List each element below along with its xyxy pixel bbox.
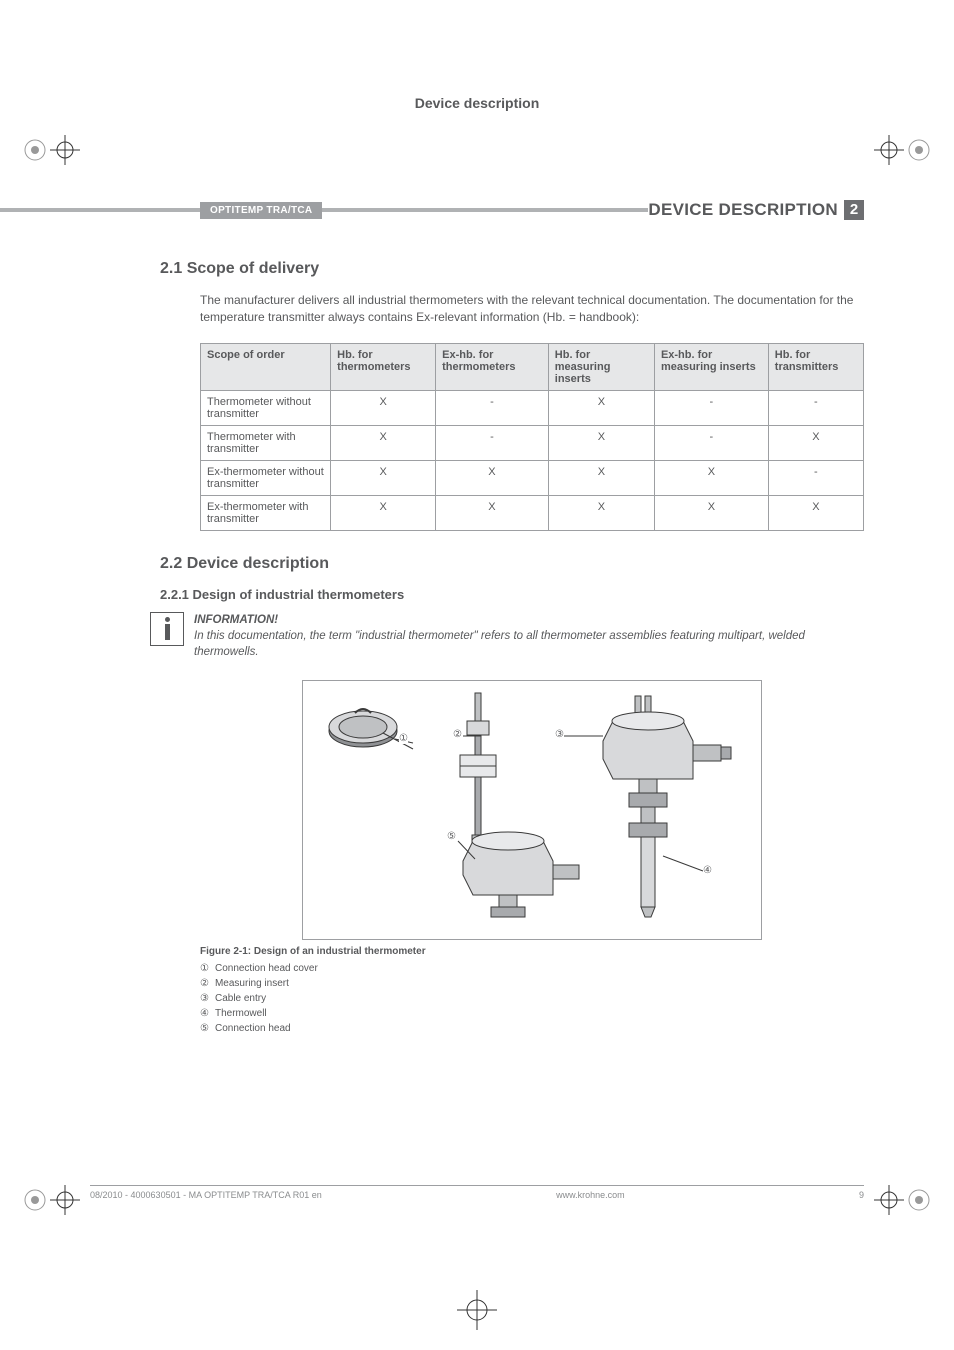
cell: X xyxy=(654,495,768,530)
col-header: Scope of order xyxy=(201,343,331,390)
legend-text: Cable entry xyxy=(215,991,266,1006)
cell: X xyxy=(331,425,436,460)
heading-2-2-1: 2.2.1 Design of industrial thermometers xyxy=(160,587,864,602)
figure-caption: Figure 2-1: Design of an industrial ther… xyxy=(200,946,864,957)
row-label: Thermometer without transmitter xyxy=(201,390,331,425)
table-row: Ex-thermometer without transmitter X X X… xyxy=(201,460,864,495)
intro-text: The manufacturer delivers all industrial… xyxy=(200,292,864,327)
info-body: In this documentation, the term "industr… xyxy=(194,628,864,660)
info-block: INFORMATION! In this documentation, the … xyxy=(150,612,864,660)
cell: X xyxy=(548,390,654,425)
page-footer: 08/2010 - 4000630501 - MA OPTITEMP TRA/T… xyxy=(90,1185,864,1200)
figure-2-1: ① ② ③ ④ ⑤ xyxy=(302,680,762,940)
legend-text: Connection head xyxy=(215,1021,291,1036)
footer-left: 08/2010 - 4000630501 - MA OPTITEMP TRA/T… xyxy=(90,1190,322,1200)
chapter-number: 2 xyxy=(844,200,864,220)
cell: - xyxy=(436,390,549,425)
legend-text: Measuring insert xyxy=(215,976,289,991)
col-header: Hb. for measuring inserts xyxy=(548,343,654,390)
info-title: INFORMATION! xyxy=(194,612,864,628)
row-label: Thermometer with transmitter xyxy=(201,425,331,460)
cell: X xyxy=(768,495,863,530)
col-header: Hb. for transmitters xyxy=(768,343,863,390)
cell: X xyxy=(768,425,863,460)
cell: X xyxy=(548,460,654,495)
callout-4: ④ xyxy=(703,865,712,876)
footer-center: www.krohne.com xyxy=(556,1190,625,1200)
callout-2: ② xyxy=(453,729,462,740)
table-row: Thermometer without transmitter X - X - … xyxy=(201,390,864,425)
product-label: OPTITEMP TRA/TCA xyxy=(200,202,322,219)
legend-num: ③ xyxy=(200,991,209,1006)
legend-num: ① xyxy=(200,961,209,976)
legend-num: ④ xyxy=(200,1006,209,1021)
col-header: Ex-hb. for measuring inserts xyxy=(654,343,768,390)
heading-2-1: 2.1 Scope of delivery xyxy=(160,260,864,278)
cell: X xyxy=(548,425,654,460)
cell: X xyxy=(548,495,654,530)
footer-page-number: 9 xyxy=(859,1190,864,1200)
cell: - xyxy=(654,425,768,460)
callout-3: ③ xyxy=(555,729,564,740)
cell: X xyxy=(331,495,436,530)
col-header: Ex-hb. for thermometers xyxy=(436,343,549,390)
cell: X xyxy=(654,460,768,495)
cell: - xyxy=(654,390,768,425)
figure-legend: ① Connection head cover ② Measuring insert… xyxy=(200,961,864,1036)
row-label: Ex-thermometer with transmitter xyxy=(201,495,331,530)
cell: X xyxy=(331,460,436,495)
row-label: Ex-thermometer without transmitter xyxy=(201,460,331,495)
info-icon xyxy=(150,612,184,646)
cell: - xyxy=(436,425,549,460)
section-title: DEVICE DESCRIPTION xyxy=(648,200,838,220)
legend-num: ② xyxy=(200,976,209,991)
page-header: OPTITEMP TRA/TCA DEVICE DESCRIPTION 2 xyxy=(0,200,954,220)
legend-num: ⑤ xyxy=(200,1021,209,1036)
cell: - xyxy=(768,390,863,425)
legend-text: Connection head cover xyxy=(215,961,318,976)
callout-1: ① xyxy=(399,733,408,744)
scope-table: Scope of order Hb. for thermometers Ex-h… xyxy=(200,343,864,531)
table-row: Ex-thermometer with transmitter X X X X … xyxy=(201,495,864,530)
cell: - xyxy=(768,460,863,495)
cell: X xyxy=(436,495,549,530)
cell: X xyxy=(436,460,549,495)
legend-text: Thermowell xyxy=(215,1006,267,1021)
cell: X xyxy=(331,390,436,425)
col-header: Hb. for thermometers xyxy=(331,343,436,390)
table-row: Thermometer with transmitter X - X - X xyxy=(201,425,864,460)
callout-5: ⑤ xyxy=(447,831,456,842)
heading-2-2: 2.2 Device description xyxy=(160,555,864,573)
